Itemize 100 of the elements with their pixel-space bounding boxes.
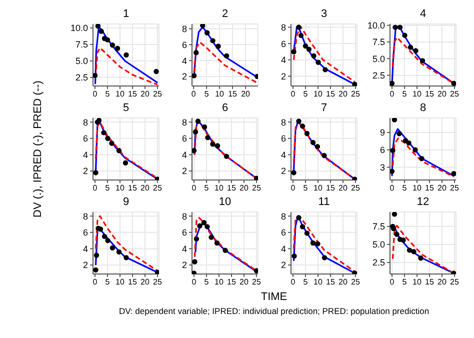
- y-tick-label: 3: [380, 162, 385, 172]
- point: [451, 171, 456, 176]
- x-tick-label: 15: [128, 184, 138, 193]
- point: [413, 48, 418, 54]
- chart-title: 5: [122, 102, 130, 114]
- y-tick-label: 8: [182, 211, 187, 222]
- y-axis-title: DV (.), IPRED (-), PRED (--): [32, 80, 44, 218]
- y-tick-label: 2.5: [75, 72, 88, 83]
- y-tick-label: 8: [280, 22, 286, 32]
- point: [315, 241, 320, 246]
- x-tick-label: 0: [290, 90, 296, 99]
- x-tick-label: 5: [402, 184, 408, 193]
- point: [104, 37, 110, 42]
- y-tick-label: 2: [182, 166, 187, 176]
- y-tick-label: 9: [380, 128, 385, 138]
- point: [201, 220, 207, 226]
- point: [93, 72, 98, 78]
- point: [210, 142, 216, 147]
- x-tick-label: 25: [252, 278, 262, 287]
- point: [292, 253, 297, 259]
- point: [316, 60, 321, 65]
- point: [392, 118, 398, 122]
- point: [254, 268, 258, 274]
- point: [390, 168, 395, 174]
- x-tick-label: 25: [351, 184, 360, 193]
- x-tick-label: 10: [412, 90, 422, 99]
- point: [116, 249, 122, 255]
- point: [352, 82, 357, 86]
- point: [291, 49, 296, 54]
- x-tick-label: 25: [351, 90, 360, 99]
- point: [310, 240, 316, 246]
- x-tick-label: 15: [228, 90, 238, 99]
- point: [154, 270, 159, 274]
- line-series: [391, 128, 455, 177]
- x-tick-label: 5: [303, 184, 308, 193]
- point: [300, 224, 306, 230]
- point: [105, 238, 110, 244]
- x-tick-label: 0: [92, 278, 98, 287]
- x-tick-label: 5: [204, 90, 210, 99]
- x-tick-label: 5: [204, 184, 210, 193]
- x-tick-label: 20: [338, 184, 348, 193]
- point: [310, 140, 316, 146]
- chart-title: 9: [122, 196, 130, 208]
- point: [322, 255, 328, 260]
- x-tick-label: 10: [314, 184, 323, 193]
- point: [114, 46, 120, 52]
- y-tick-label: 6: [182, 40, 187, 50]
- x-tick-label: 20: [140, 184, 150, 193]
- point: [214, 143, 220, 148]
- point: [110, 42, 116, 48]
- x-tick-label: 15: [227, 278, 236, 287]
- chart-title: 6: [220, 102, 230, 114]
- y-tick-label: 5.0: [372, 240, 385, 250]
- point: [94, 252, 100, 258]
- x-tick-label: 5: [402, 90, 408, 99]
- y-tick-label: 2: [280, 260, 286, 270]
- point: [254, 176, 258, 180]
- point: [392, 212, 398, 217]
- point: [95, 24, 101, 29]
- point: [306, 46, 312, 52]
- x-tick-label: 5: [105, 90, 110, 99]
- y-tick-label: 4: [182, 56, 187, 66]
- point: [420, 58, 426, 64]
- point: [98, 28, 104, 34]
- y-tick-label: 2: [280, 166, 286, 176]
- x-tick-label: 10: [215, 90, 225, 99]
- point: [192, 129, 198, 134]
- point: [418, 256, 424, 261]
- y-tick-label: 2: [182, 260, 187, 270]
- y-tick-label: 10.0: [367, 20, 385, 31]
- x-tick-label: 20: [338, 278, 348, 287]
- x-axis-title: TIME: [260, 291, 288, 303]
- x-tick-label: 0: [290, 184, 296, 193]
- y-tick-label: 6: [82, 228, 88, 238]
- y-tick-label: 4: [280, 244, 286, 254]
- text: DV: dependent variable; IPRED: individual prediction; PRED: population prediction: [118, 306, 430, 316]
- point: [214, 240, 220, 246]
- x-tick-label: 10: [214, 184, 224, 193]
- x-tick-label: 5: [204, 278, 210, 287]
- x-tick-label: 25: [450, 184, 460, 193]
- chart-title: 4: [418, 8, 428, 20]
- x-tick-label: 10: [116, 184, 125, 193]
- y-tick-label: 8: [82, 117, 88, 128]
- x-tick-label: 15: [227, 184, 236, 193]
- point: [154, 176, 159, 180]
- point: [411, 249, 416, 254]
- x-tick-label: 15: [128, 90, 138, 99]
- point: [195, 118, 201, 124]
- x-tick-label: 5: [303, 278, 308, 287]
- y-tick-label: 4: [182, 244, 187, 254]
- point: [412, 147, 418, 152]
- point: [204, 30, 210, 36]
- y-tick-label: 8: [280, 117, 286, 128]
- y-tick-label: 2: [82, 260, 88, 270]
- point: [205, 134, 210, 140]
- chart-title: 11: [317, 196, 331, 208]
- x-tick-label: 0: [390, 278, 395, 287]
- point: [122, 160, 128, 166]
- y-tick-label: 6: [182, 228, 187, 238]
- x-tick-label: 10: [214, 278, 224, 287]
